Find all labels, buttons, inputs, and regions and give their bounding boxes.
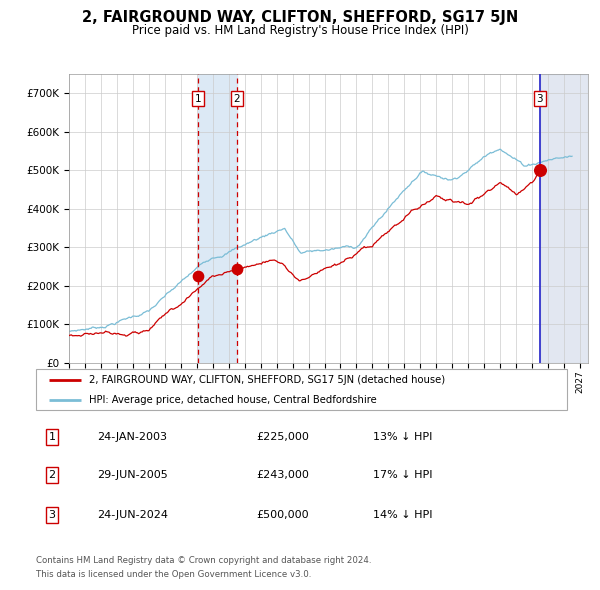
Text: £225,000: £225,000 <box>256 432 309 442</box>
Text: 2: 2 <box>49 470 55 480</box>
Bar <box>540 74 588 363</box>
Text: 17% ↓ HPI: 17% ↓ HPI <box>373 470 433 480</box>
Text: 14% ↓ HPI: 14% ↓ HPI <box>373 510 433 520</box>
Text: 3: 3 <box>536 94 543 104</box>
Point <box>193 271 203 281</box>
Text: 2, FAIRGROUND WAY, CLIFTON, SHEFFORD, SG17 5JN (detached house): 2, FAIRGROUND WAY, CLIFTON, SHEFFORD, SG… <box>89 375 445 385</box>
FancyBboxPatch shape <box>36 369 567 410</box>
Text: 3: 3 <box>49 510 55 520</box>
Text: £243,000: £243,000 <box>256 470 309 480</box>
Point <box>535 165 545 175</box>
Text: 2, FAIRGROUND WAY, CLIFTON, SHEFFORD, SG17 5JN: 2, FAIRGROUND WAY, CLIFTON, SHEFFORD, SG… <box>82 10 518 25</box>
Text: 2: 2 <box>233 94 240 104</box>
Point <box>232 264 241 274</box>
Text: 29-JUN-2005: 29-JUN-2005 <box>97 470 168 480</box>
Text: HPI: Average price, detached house, Central Bedfordshire: HPI: Average price, detached house, Cent… <box>89 395 377 405</box>
Text: Price paid vs. HM Land Registry's House Price Index (HPI): Price paid vs. HM Land Registry's House … <box>131 24 469 37</box>
Text: This data is licensed under the Open Government Licence v3.0.: This data is licensed under the Open Gov… <box>36 570 311 579</box>
Text: £500,000: £500,000 <box>256 510 309 520</box>
Text: 1: 1 <box>49 432 55 442</box>
Text: 24-JUN-2024: 24-JUN-2024 <box>97 510 168 520</box>
Text: Contains HM Land Registry data © Crown copyright and database right 2024.: Contains HM Land Registry data © Crown c… <box>36 556 371 565</box>
Text: 13% ↓ HPI: 13% ↓ HPI <box>373 432 433 442</box>
Text: 24-JAN-2003: 24-JAN-2003 <box>97 432 167 442</box>
Text: 1: 1 <box>194 94 201 104</box>
Bar <box>198 74 236 363</box>
